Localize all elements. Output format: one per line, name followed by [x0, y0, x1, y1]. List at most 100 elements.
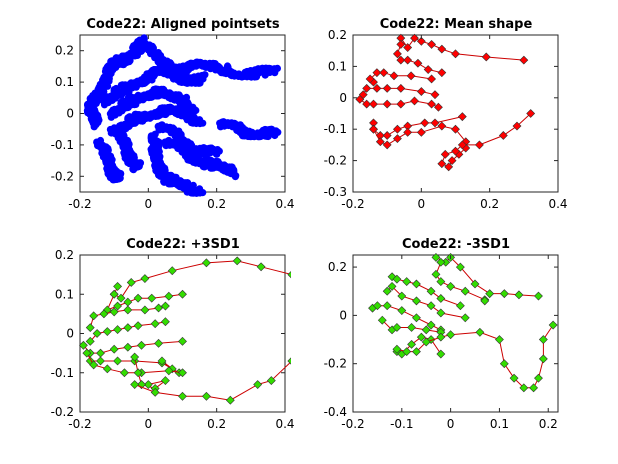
data-point-diamond: [457, 112, 467, 122]
data-point-diamond: [123, 323, 133, 333]
data-point-diamond: [396, 55, 406, 65]
data-point-diamond: [126, 278, 136, 287]
data-point-diamond: [85, 336, 95, 346]
data-point-diamond: [119, 368, 129, 378]
data-point-diamond: [412, 279, 421, 289]
x-tick-label: -0.2: [341, 197, 364, 211]
data-point-diamond: [382, 140, 392, 150]
y-tick-label: -0.1: [51, 138, 74, 152]
data-point: [146, 47, 154, 56]
data-point-diamond: [436, 277, 446, 286]
data-point-diamond: [113, 301, 123, 311]
data-point-diamond: [426, 320, 436, 330]
data-point-diamond: [78, 340, 88, 350]
data-point: [166, 69, 174, 77]
data-point-diamond: [412, 313, 421, 323]
data-point-diamond: [514, 290, 524, 300]
data-point-diamond: [529, 383, 539, 393]
data-point-diamond: [85, 323, 95, 333]
data-point-diamond: [137, 340, 146, 350]
x-tick-label: 0: [418, 197, 426, 211]
data-marks: [355, 33, 536, 172]
data-point-diamond: [396, 39, 406, 49]
data-point-diamond: [164, 366, 174, 376]
data-point: [228, 121, 236, 129]
data-point-diamond: [451, 124, 460, 134]
data-point-diamond: [113, 281, 123, 291]
y-tick-label: 0.1: [55, 287, 74, 301]
data-point: [139, 76, 147, 84]
x-tick-label: 0.4: [275, 417, 294, 431]
data-point-diamond: [392, 134, 402, 144]
data-point-diamond: [140, 274, 150, 283]
data-point-diamond: [526, 109, 536, 118]
data-point: [189, 103, 197, 111]
data-point-diamond: [433, 102, 443, 112]
y-tick-label: 0.1: [55, 75, 74, 89]
chart-title: Code22: +3SD1: [126, 237, 240, 252]
data-point-diamond: [437, 68, 447, 78]
data-point-diamond: [538, 335, 548, 344]
data-point-diamond: [392, 49, 402, 59]
data-point-diamond: [460, 286, 470, 296]
data-point-diamond: [154, 303, 164, 313]
x-tick-label: 0.2: [539, 417, 558, 431]
data-point-diamond: [382, 83, 392, 93]
data-point: [194, 77, 202, 85]
data-point-diamond: [133, 321, 143, 331]
data-point-diamond: [480, 296, 490, 306]
data-point-diamond: [160, 317, 170, 327]
tick-marks: -0.2 0 0.2 0.4-0.3-0.2-0.100.10.2: [324, 28, 568, 211]
data-point: [195, 116, 204, 124]
data-point-diamond: [436, 257, 446, 267]
data-point-diamond: [495, 335, 504, 344]
data-point-diamond: [113, 325, 123, 334]
data-point-diamond: [387, 281, 397, 291]
data-point-diamond: [382, 131, 392, 140]
data-point-diamond: [538, 354, 548, 364]
data-point-diamond: [498, 131, 508, 140]
data-point-diamond: [154, 338, 164, 348]
data-point-diamond: [382, 99, 392, 109]
y-tick-label: 0.2: [55, 44, 74, 58]
data-point-diamond: [379, 68, 389, 78]
data-point-diamond: [397, 306, 407, 315]
data-point-diamond: [475, 327, 485, 337]
data-point-diamond: [109, 289, 119, 299]
data-point-diamond: [440, 149, 450, 159]
data-point-diamond: [397, 291, 407, 301]
data-point-diamond: [116, 293, 126, 303]
data-point-diamond: [446, 281, 456, 291]
data-point-diamond: [150, 387, 160, 397]
data-point-diamond: [140, 305, 150, 315]
x-tick-label: -0.2: [68, 197, 91, 211]
data-point-diamond: [436, 294, 446, 303]
series-line: [396, 324, 554, 389]
series-line: [113, 260, 291, 299]
data-point: [251, 70, 259, 78]
data-point: [271, 131, 279, 140]
data-point-diamond: [403, 127, 413, 137]
data-point: [213, 62, 221, 70]
data-point-diamond: [460, 313, 470, 323]
data-point-diamond: [362, 99, 372, 109]
data-point-diamond: [123, 305, 133, 315]
data-point-diamond: [412, 296, 421, 306]
tick-marks: -0.2 -0.1 0 0.1 0.2-0.4-0.200.2: [324, 255, 558, 431]
data-point-diamond: [133, 293, 143, 303]
axes-box: [79, 254, 286, 413]
data-point: [153, 110, 161, 118]
data-point-diamond: [396, 99, 406, 109]
data-point-diamond: [392, 323, 402, 332]
data-point-diamond: [420, 118, 430, 128]
chart-title: Code22: Mean shape: [380, 17, 533, 32]
data-point-diamond: [407, 339, 416, 349]
data-point: [167, 127, 175, 135]
data-point-diamond: [178, 336, 187, 346]
data-point-diamond: [427, 99, 437, 109]
data-marks: [78, 256, 291, 405]
x-tick-label: 0: [145, 197, 153, 211]
data-point-diamond: [499, 359, 509, 369]
y-tick-label: 0.2: [55, 248, 74, 262]
